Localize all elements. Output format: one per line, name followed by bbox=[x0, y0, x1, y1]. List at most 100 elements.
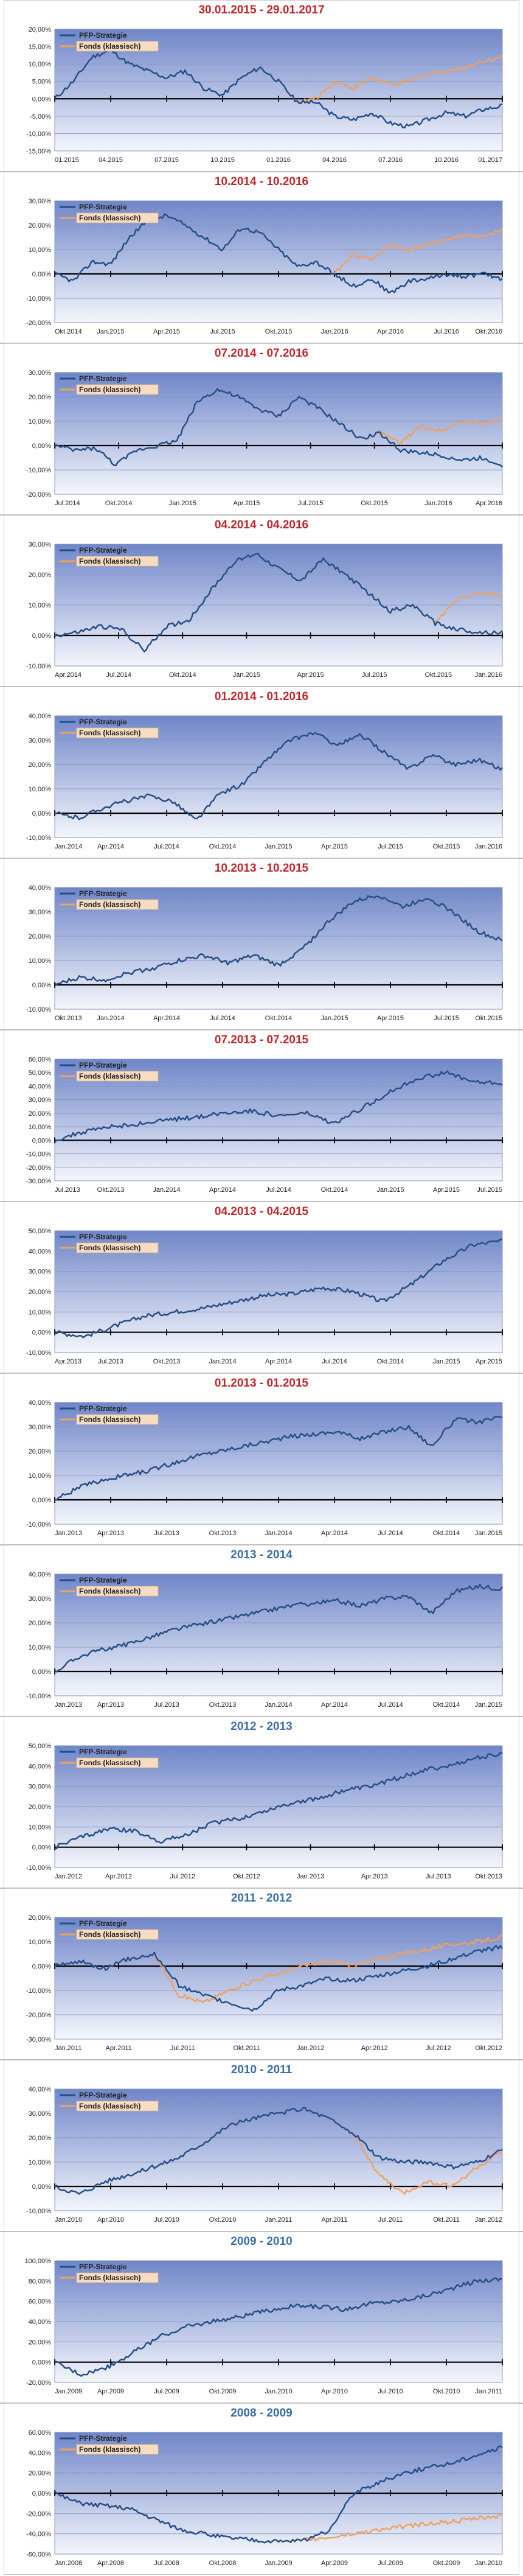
x-tick-label: 04.2015 bbox=[99, 156, 123, 164]
y-tick-label: 10,00% bbox=[29, 1939, 52, 1946]
y-tick-label: 20,00% bbox=[29, 933, 52, 940]
legend: PFP-Strategie Fonds (klassisch) bbox=[60, 1748, 159, 1768]
series-line-strategy bbox=[54, 732, 503, 821]
y-tick-label: 10,00% bbox=[29, 1824, 52, 1831]
legend-label-strategy: PFP-Strategie bbox=[79, 374, 127, 383]
legend-label-strategy: PFP-Strategie bbox=[79, 31, 127, 40]
series-line-strategy bbox=[54, 553, 503, 653]
x-tick-label: Apr.2009 bbox=[321, 2560, 348, 2567]
x-tick-label: Okt.2015 bbox=[475, 1015, 502, 1022]
x-tick-label: Jan.2008 bbox=[55, 2560, 82, 2567]
x-tick-label: Jul.2013 bbox=[154, 1530, 179, 1537]
x-tick-label: Jul.2010 bbox=[378, 2388, 403, 2395]
y-tick-label: -10,00% bbox=[26, 1987, 51, 1995]
y-tick-label: 40,00% bbox=[29, 713, 52, 720]
x-tick-label: Jan.2015 bbox=[376, 1186, 404, 1194]
x-tick-label: Okt.2009 bbox=[433, 2560, 460, 2567]
y-tick-label: 60,00% bbox=[29, 2429, 52, 2437]
x-tick-label: Apr.2015 bbox=[476, 1358, 502, 1365]
x-tick-label: Apr.2010 bbox=[97, 2216, 124, 2224]
series-line-strategy bbox=[54, 213, 503, 294]
x-tick-label: Okt.2011 bbox=[433, 2216, 460, 2224]
y-tick-label: 0,00% bbox=[32, 443, 51, 450]
x-tick-label: Jan.2012 bbox=[297, 2045, 324, 2052]
x-tick-label: Okt.2012 bbox=[475, 2045, 502, 2052]
x-tick-label: Okt.2014 bbox=[209, 843, 237, 850]
x-tick-label: Jul.2013 bbox=[426, 1873, 451, 1880]
chart-title: 01.2014 - 01.2016 bbox=[214, 690, 309, 703]
legend-label-fund: Fonds (klassisch) bbox=[79, 729, 140, 737]
y-tick-label: -20,00% bbox=[26, 2510, 51, 2518]
x-tick-label: 10.2016 bbox=[434, 156, 459, 164]
chart-panel: 07.2014 - 07.2016 30,00% 20,00% 10,00% 0,00%… bbox=[0, 343, 523, 515]
legend-label-fund: Fonds (klassisch) bbox=[79, 1930, 140, 1939]
y-tick-label: 10,00% bbox=[29, 786, 52, 793]
x-tick-label: Apr.2014 bbox=[97, 843, 124, 850]
y-tick-label: 20,00% bbox=[29, 2135, 52, 2142]
y-tick-label: 30,00% bbox=[29, 1595, 52, 1603]
series-line-strategy bbox=[54, 2277, 503, 2377]
x-tick-label: Okt.2013 bbox=[153, 1358, 181, 1365]
legend: PFP-Strategie Fonds (klassisch) bbox=[60, 31, 159, 52]
x-tick-label: Jan.2015 bbox=[233, 671, 260, 679]
series-line-strategy bbox=[54, 1238, 503, 1339]
y-tick-label: 15,00% bbox=[29, 44, 52, 51]
x-tick-label: Jul.2014 bbox=[378, 1530, 403, 1537]
y-tick-label: 0,00% bbox=[32, 1963, 51, 1970]
y-tick-label: 10,00% bbox=[29, 2159, 52, 2166]
y-tick-label: -5,00% bbox=[30, 113, 51, 121]
chart-title: 04.2013 - 04.2015 bbox=[214, 1205, 309, 1218]
series-line-strategy bbox=[54, 388, 503, 468]
x-tick-label: Okt.2011 bbox=[234, 2045, 260, 2052]
x-tick-label: Jan.2015 bbox=[475, 1701, 502, 1709]
chart-panel: 2009 - 2010 100,00% 80,00% 60,00% 40,00% 20,0… bbox=[0, 2231, 523, 2403]
x-tick-label: Apr.2013 bbox=[97, 1701, 124, 1709]
x-tick-label: Jan.2010 bbox=[265, 2388, 292, 2395]
chart-title: 2012 - 2013 bbox=[230, 1720, 293, 1733]
x-tick-label: Jan.2009 bbox=[55, 2388, 82, 2395]
x-tick-label: Jul.2011 bbox=[378, 2216, 403, 2224]
chart-panel: 10.2013 - 10.2015 40,00% 30,00% 20,00% 10,00… bbox=[0, 858, 523, 1030]
y-tick-label: 0,00% bbox=[32, 632, 51, 640]
line-chart: 30,00% 20,00% 10,00% 0,00% -10,00% -20,00% Jul… bbox=[26, 369, 503, 507]
x-tick-label: Jul.2015 bbox=[298, 500, 324, 507]
x-tick-label: 10.2015 bbox=[210, 156, 235, 164]
x-tick-label: Jan.2011 bbox=[476, 2388, 502, 2395]
y-tick-label: 30,00% bbox=[29, 1269, 52, 1276]
series-line-strategy bbox=[54, 1752, 503, 1850]
x-tick-label: Apr.2015 bbox=[321, 843, 348, 850]
y-tick-label: -20,00% bbox=[26, 2012, 51, 2019]
y-tick-label: 50,00% bbox=[29, 1743, 52, 1750]
y-tick-label: 30,00% bbox=[29, 2110, 52, 2118]
x-tick-label: Jul.2014 bbox=[266, 1186, 291, 1194]
y-tick-label: -10,00% bbox=[26, 1864, 51, 1872]
x-tick-label: Apr.2015 bbox=[433, 1186, 460, 1194]
chart-panel: 2010 - 2011 40,00% 30,00% 20,00% 10,00% 0,00%… bbox=[0, 2060, 523, 2231]
chart-title: 2008 - 2009 bbox=[230, 2407, 293, 2420]
x-tick-label: Jul.2014 bbox=[154, 843, 179, 850]
x-tick-label: Jul.2008 bbox=[154, 2560, 179, 2567]
x-tick-label: Okt.2013 bbox=[209, 1530, 237, 1537]
legend: PFP-Strategie Fonds (klassisch) bbox=[60, 1404, 159, 1425]
x-tick-label: Apr.2012 bbox=[361, 2045, 388, 2052]
y-tick-label: 0,00% bbox=[32, 1844, 51, 1852]
chart-panel: 01.2014 - 01.2016 40,00% 30,00% 20,00% 10,00… bbox=[0, 687, 523, 858]
legend-label-fund: Fonds (klassisch) bbox=[79, 2102, 140, 2110]
x-tick-label: Apr.2014 bbox=[265, 1358, 292, 1365]
chart-title: 07.2014 - 07.2016 bbox=[214, 347, 309, 360]
x-tick-label: Okt.2014 bbox=[377, 1358, 404, 1365]
x-tick-label: Jan.2010 bbox=[55, 2216, 82, 2224]
legend-label-strategy: PFP-Strategie bbox=[79, 2263, 127, 2271]
x-tick-label: Okt.2015 bbox=[361, 500, 388, 507]
y-tick-label: 80,00% bbox=[29, 2278, 52, 2285]
legend-label-fund: Fonds (klassisch) bbox=[79, 214, 140, 222]
chart-panel: 04.2013 - 04.2015 50,00% 40,00% 30,00% 20,00… bbox=[0, 1202, 523, 1373]
x-tick-label: Jul.2014 bbox=[322, 1358, 347, 1365]
legend: PFP-Strategie Fonds (klassisch) bbox=[60, 203, 159, 223]
y-tick-label: 40,00% bbox=[29, 2319, 52, 2326]
y-tick-label: 40,00% bbox=[29, 2449, 52, 2457]
y-tick-label: -10,00% bbox=[26, 2208, 51, 2215]
y-tick-label: 0,00% bbox=[32, 271, 51, 278]
x-tick-label: Apr.2011 bbox=[321, 2216, 347, 2224]
y-tick-label: 40,00% bbox=[29, 1571, 52, 1578]
